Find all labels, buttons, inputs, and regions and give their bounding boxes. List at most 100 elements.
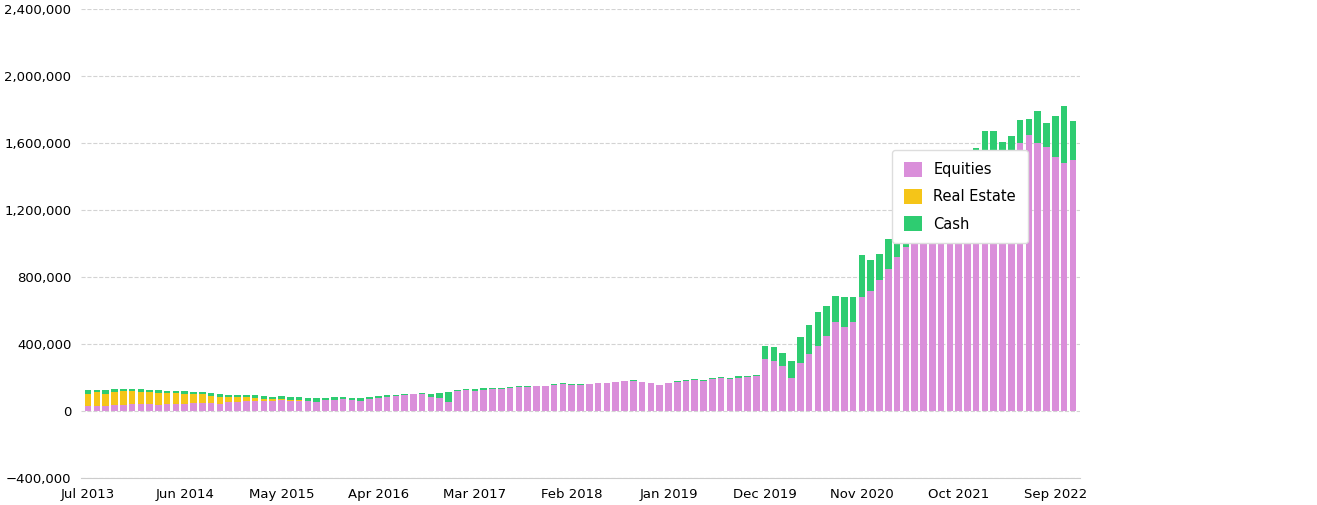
Bar (278, 400, 284, 411)
Bar (182, 404, 188, 411)
Bar (832, 295, 839, 322)
Bar (603, 383, 610, 411)
Bar (569, 385, 576, 411)
Bar (217, 403, 224, 411)
Bar (955, 167, 961, 193)
Bar (894, 229, 901, 257)
Bar (744, 376, 751, 377)
Bar (462, 388, 469, 390)
Bar (454, 390, 461, 391)
Bar (331, 400, 337, 411)
Bar (507, 387, 514, 388)
Bar (868, 261, 874, 290)
Bar (287, 400, 294, 401)
Bar (296, 397, 303, 400)
Bar (1052, 157, 1059, 411)
Bar (648, 383, 655, 411)
Bar (278, 396, 284, 398)
Bar (436, 393, 443, 398)
Bar (682, 380, 689, 381)
Bar (392, 395, 399, 396)
Bar (674, 381, 681, 382)
Bar (270, 397, 277, 399)
Bar (709, 378, 715, 379)
Bar (823, 306, 830, 336)
Bar (682, 381, 689, 411)
Bar (1008, 136, 1014, 157)
Bar (1000, 167, 1006, 411)
Bar (163, 391, 170, 393)
Bar (173, 403, 179, 411)
Bar (964, 180, 971, 411)
Bar (868, 290, 874, 411)
Bar (349, 400, 356, 411)
Bar (622, 381, 628, 411)
Bar (709, 379, 715, 411)
Bar (718, 377, 724, 378)
Bar (137, 404, 144, 411)
Bar (313, 402, 320, 411)
Bar (849, 297, 856, 322)
Bar (928, 190, 935, 219)
Bar (744, 377, 751, 411)
Bar (928, 219, 935, 411)
Bar (375, 398, 382, 411)
Bar (244, 397, 250, 401)
Bar (402, 394, 408, 395)
Bar (753, 376, 760, 411)
Bar (137, 391, 144, 404)
Bar (1060, 163, 1067, 411)
Bar (701, 380, 707, 381)
Bar (428, 394, 435, 411)
Bar (859, 256, 865, 297)
Bar (190, 394, 196, 403)
Bar (973, 168, 980, 411)
Bar (823, 336, 830, 411)
Bar (190, 391, 196, 394)
Bar (137, 389, 144, 391)
Bar (111, 405, 117, 411)
Bar (1043, 123, 1050, 146)
Bar (410, 394, 416, 411)
Bar (234, 402, 241, 411)
Bar (146, 405, 153, 411)
Bar (261, 401, 267, 411)
Bar (103, 393, 109, 406)
Bar (964, 158, 971, 180)
Bar (155, 390, 162, 393)
Bar (323, 400, 329, 411)
Bar (471, 391, 478, 411)
Bar (252, 401, 258, 411)
Bar (173, 393, 179, 403)
Bar (894, 257, 901, 411)
Bar (84, 390, 91, 393)
Bar (234, 397, 241, 402)
Bar (770, 361, 777, 411)
Bar (217, 394, 224, 397)
Bar (560, 384, 566, 411)
Bar (225, 396, 232, 402)
Bar (155, 393, 162, 405)
Bar (190, 403, 196, 411)
Bar (462, 390, 469, 411)
Bar (780, 366, 786, 411)
Bar (1017, 120, 1023, 143)
Bar (103, 390, 109, 393)
Bar (296, 400, 303, 401)
Bar (217, 397, 224, 403)
Bar (436, 393, 443, 411)
Bar (402, 395, 408, 411)
Bar (120, 405, 126, 411)
Bar (921, 227, 927, 411)
Bar (955, 193, 961, 411)
Bar (454, 391, 461, 411)
Bar (163, 405, 170, 411)
Bar (543, 386, 549, 411)
Bar (208, 393, 215, 395)
Bar (665, 383, 672, 411)
Bar (859, 297, 865, 411)
Bar (551, 385, 557, 411)
Bar (199, 403, 205, 411)
Bar (990, 131, 997, 160)
Bar (129, 405, 136, 411)
